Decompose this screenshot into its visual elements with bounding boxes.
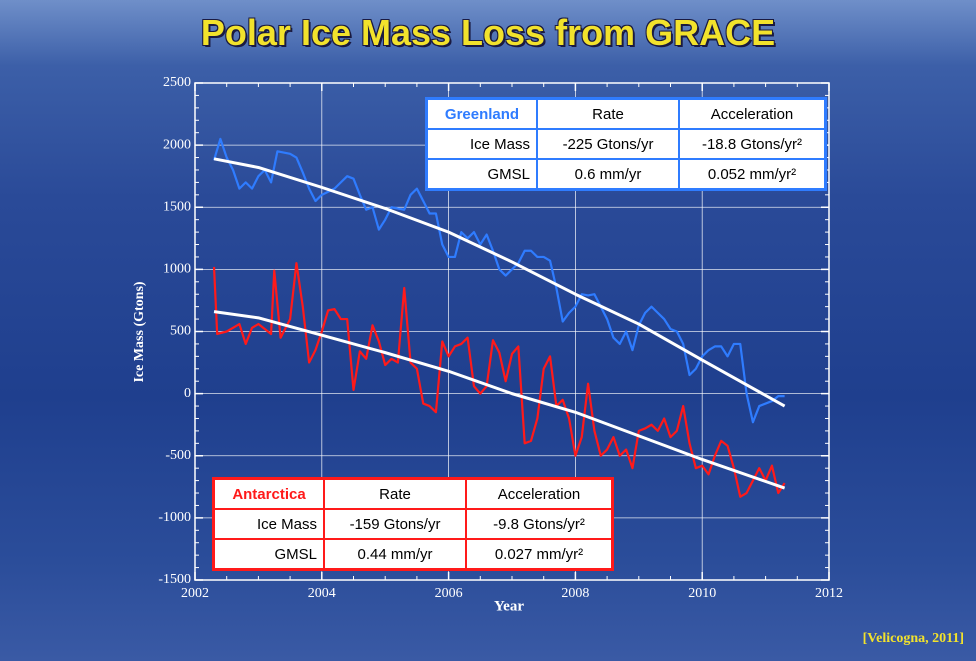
table-header: Greenland [425, 97, 538, 130]
y-tick-label: -500 [165, 448, 191, 463]
table-cell: 0.027 mm/yr² [465, 538, 614, 571]
series-line [212, 262, 786, 498]
x-tick-label: 2004 [308, 586, 336, 601]
y-tick-label: 0 [184, 386, 191, 401]
x-tick-label: 2006 [435, 586, 463, 601]
table-cell: Ice Mass [212, 508, 325, 540]
series-line [213, 310, 786, 490]
table-cell: Ice Mass [425, 128, 538, 160]
x-tick-label: 2008 [561, 586, 589, 601]
y-tick-label: 1500 [163, 199, 191, 214]
table-header: Acceleration [678, 97, 827, 130]
table-header: Rate [536, 97, 680, 130]
table-cell: -9.8 Gtons/yr² [465, 508, 614, 540]
table-cell: GMSL [212, 538, 325, 571]
source: [Velicogna, 2011] [862, 631, 964, 646]
rate-table: Antarctica Rate Acceleration Ice Mass -159 G… [212, 477, 614, 571]
table-cell: -225 Gtons/yr [536, 128, 680, 160]
x-tick-label: 2002 [181, 586, 209, 601]
y-tick-label: -1000 [158, 510, 191, 525]
y-tick-label: 2000 [163, 137, 191, 152]
table-cell: GMSL [425, 158, 538, 191]
y-axis-label: Ice Mass (Gtons) [132, 281, 147, 382]
slide-title: Polar Ice Mass Loss from GRACE [200, 12, 776, 53]
table-header: Rate [323, 477, 467, 510]
x-axis-label: Year [494, 598, 524, 614]
table-cell: -159 Gtons/yr [323, 508, 467, 540]
plot-frame [194, 82, 830, 581]
table-cell: 0.6 mm/yr [536, 158, 680, 191]
y-tick-label: 500 [170, 324, 191, 339]
table-cell: 0.44 mm/yr [323, 538, 467, 571]
table-header: Acceleration [465, 477, 614, 510]
series-line [212, 137, 785, 424]
table-header: Antarctica [212, 477, 325, 510]
x-tick-label: 2012 [815, 586, 843, 601]
y-tick-label: -1500 [158, 572, 191, 587]
x-tick-label: 2010 [688, 586, 716, 601]
y-tick-label: 2500 [163, 75, 191, 90]
table-cell: -18.8 Gtons/yr² [678, 128, 827, 160]
table-cell: 0.052 mm/yr² [678, 158, 827, 191]
series-line [213, 157, 786, 408]
rate-table: Greenland Rate Acceleration Ice Mass -225 Gt… [425, 97, 827, 191]
y-tick-label: 1000 [163, 262, 191, 277]
